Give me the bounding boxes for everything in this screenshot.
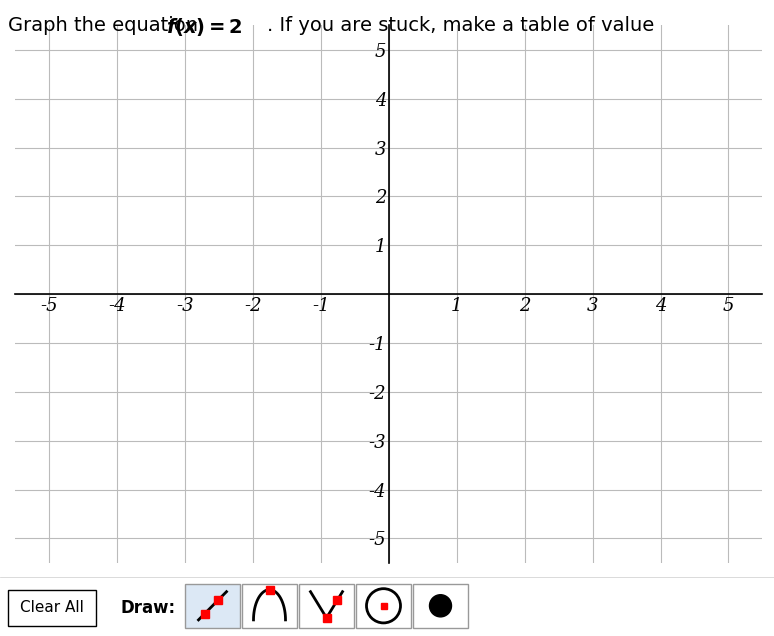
Circle shape bbox=[430, 595, 451, 617]
FancyBboxPatch shape bbox=[242, 584, 297, 628]
FancyBboxPatch shape bbox=[299, 584, 354, 628]
Text: $\boldsymbol{f(x) = 2}$: $\boldsymbol{f(x) = 2}$ bbox=[166, 16, 243, 38]
Text: Graph the equation: Graph the equation bbox=[8, 16, 204, 35]
FancyBboxPatch shape bbox=[413, 584, 468, 628]
Text: Clear All: Clear All bbox=[20, 600, 84, 615]
Text: . If you are stuck, make a table of value: . If you are stuck, make a table of valu… bbox=[267, 16, 654, 35]
FancyBboxPatch shape bbox=[356, 584, 411, 628]
Text: Draw:: Draw: bbox=[121, 599, 176, 617]
FancyBboxPatch shape bbox=[8, 590, 96, 626]
FancyBboxPatch shape bbox=[185, 584, 240, 628]
